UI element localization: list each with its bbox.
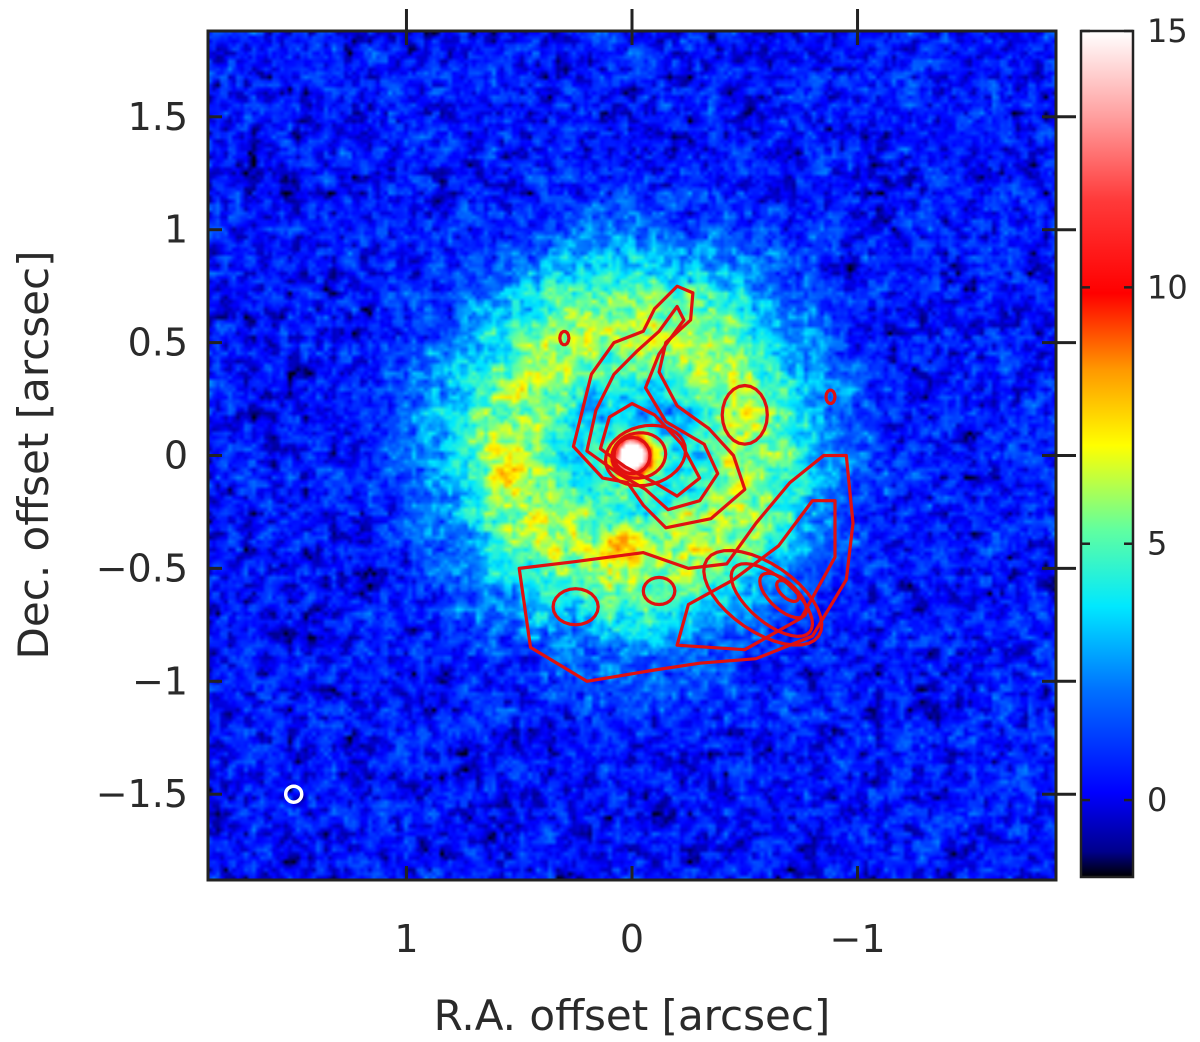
y-axis-title: Dec. offset [arcsec] xyxy=(9,251,58,660)
contour-line xyxy=(641,575,677,607)
y-tick-label: 1 xyxy=(164,208,188,252)
colorbar-ticks xyxy=(1081,29,1133,802)
x-tick-label: 1 xyxy=(394,917,418,961)
x-tick-label: 0 xyxy=(620,917,644,961)
contour-line xyxy=(603,423,688,488)
contour-overlay xyxy=(517,284,855,683)
contour-line xyxy=(612,435,652,476)
contour-line xyxy=(729,562,815,638)
beam-marker xyxy=(283,784,304,804)
colorbar-tick-label: 5 xyxy=(1147,525,1167,563)
x-tick-label: −1 xyxy=(830,917,886,961)
contour-line xyxy=(720,383,769,446)
contour-line xyxy=(758,571,809,620)
y-tick-label: 0.5 xyxy=(128,321,188,365)
contour-line xyxy=(702,548,824,647)
intensity-map xyxy=(208,31,1056,880)
y-tick-label: 0 xyxy=(164,434,188,478)
contour-line xyxy=(824,388,837,405)
contour-line xyxy=(585,304,720,512)
colorbar-tick-label: 10 xyxy=(1147,268,1188,306)
contour-line xyxy=(571,284,747,530)
contour-line xyxy=(598,402,702,498)
contour-line xyxy=(775,578,801,604)
colorbar-tick-label: 0 xyxy=(1147,781,1167,819)
y-tick-label: −0.5 xyxy=(96,546,188,590)
colorbar-tick-labels: 0 5 10 15 xyxy=(1147,12,1188,819)
y-tick-label: 1.5 xyxy=(128,95,188,139)
contour-line xyxy=(558,329,571,347)
y-tick-labels: −1.5 −1 −0.5 0 0.5 1 1.5 xyxy=(96,95,188,816)
x-tick-labels: 1 0 −1 xyxy=(394,917,885,961)
y-tick-label: −1 xyxy=(132,659,188,703)
contour-line xyxy=(517,453,855,683)
colorbar xyxy=(1079,29,1135,879)
x-axis-title: R.A. offset [arcsec] xyxy=(434,991,831,1040)
contour-line xyxy=(551,587,600,627)
colorbar-tick-label: 15 xyxy=(1147,12,1188,50)
y-tick-label: −1.5 xyxy=(96,772,188,816)
axis-ticks xyxy=(208,9,1076,880)
